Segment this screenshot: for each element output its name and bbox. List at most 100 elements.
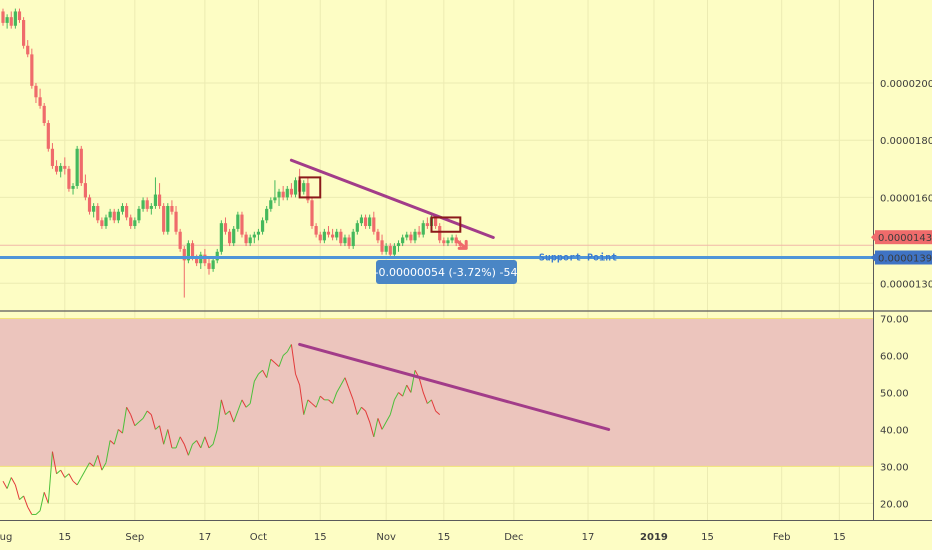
oscillator-panel[interactable] <box>0 318 873 515</box>
candle[interactable] <box>392 246 396 255</box>
candle[interactable] <box>137 208 141 221</box>
candle[interactable] <box>38 97 42 106</box>
candle[interactable] <box>116 211 120 221</box>
candle[interactable] <box>67 168 71 189</box>
candle[interactable] <box>104 217 108 227</box>
candle[interactable] <box>87 197 92 212</box>
candle[interactable] <box>450 237 454 241</box>
candle[interactable] <box>96 206 100 221</box>
candle[interactable] <box>120 206 125 212</box>
candle[interactable] <box>112 211 116 221</box>
candle[interactable] <box>285 188 289 198</box>
candle[interactable] <box>351 231 355 247</box>
candle[interactable] <box>1 11 5 23</box>
candle[interactable] <box>326 231 331 235</box>
candle[interactable] <box>421 223 425 235</box>
candle[interactable] <box>195 257 199 264</box>
candle[interactable] <box>145 200 149 209</box>
candle[interactable] <box>409 234 413 241</box>
candle[interactable] <box>207 263 211 269</box>
candle[interactable] <box>17 11 22 21</box>
price-panel[interactable]: Support Point -0.00000054 (-3.72%) -54 <box>0 8 873 298</box>
candle[interactable] <box>347 237 351 247</box>
candle[interactable] <box>92 206 96 212</box>
candle[interactable] <box>384 246 388 252</box>
candle[interactable] <box>425 223 429 227</box>
candle[interactable] <box>260 220 265 232</box>
candle[interactable] <box>355 223 359 232</box>
candle[interactable] <box>13 11 17 26</box>
candle[interactable] <box>30 54 34 86</box>
candle[interactable] <box>293 180 298 195</box>
candle[interactable] <box>401 237 405 244</box>
candle[interactable] <box>339 231 343 244</box>
candle[interactable] <box>273 197 277 201</box>
candle[interactable] <box>125 206 129 218</box>
candle[interactable] <box>335 231 339 238</box>
candle[interactable] <box>248 237 252 244</box>
candle[interactable] <box>46 123 50 149</box>
candle[interactable] <box>75 148 79 186</box>
candle[interactable] <box>54 165 59 172</box>
candle[interactable] <box>232 228 236 244</box>
candle[interactable] <box>281 191 285 198</box>
candle[interactable] <box>219 223 223 252</box>
candle[interactable] <box>359 217 364 224</box>
highlight-box[interactable] <box>430 216 462 233</box>
candle[interactable] <box>182 248 186 261</box>
candle[interactable] <box>331 234 335 238</box>
candle[interactable] <box>434 217 438 227</box>
candle[interactable] <box>269 200 273 209</box>
oscillator-trendline[interactable] <box>298 342 611 431</box>
candle[interactable] <box>405 234 409 238</box>
candle[interactable] <box>438 226 442 241</box>
candle[interactable] <box>149 206 153 209</box>
candle[interactable] <box>170 206 174 212</box>
candle[interactable] <box>289 188 293 195</box>
candle[interactable] <box>446 240 450 244</box>
candle[interactable] <box>157 194 162 206</box>
candle[interactable] <box>63 165 67 169</box>
candle[interactable] <box>9 17 13 26</box>
candle[interactable] <box>166 206 170 232</box>
candle[interactable] <box>244 234 248 244</box>
candle[interactable] <box>190 243 195 258</box>
candle[interactable] <box>153 194 158 206</box>
candle[interactable] <box>186 243 190 261</box>
candle[interactable] <box>228 231 232 244</box>
candle[interactable] <box>240 214 244 235</box>
candle[interactable] <box>380 240 384 252</box>
candle[interactable] <box>368 217 372 227</box>
candle[interactable] <box>223 223 228 232</box>
candle[interactable] <box>178 231 182 249</box>
candle[interactable] <box>174 211 178 232</box>
candle[interactable] <box>83 183 87 198</box>
candle[interactable] <box>256 231 261 235</box>
candle[interactable] <box>396 243 401 247</box>
candle[interactable] <box>59 165 63 172</box>
candle[interactable] <box>108 211 112 218</box>
candle[interactable] <box>376 231 380 241</box>
candle[interactable] <box>265 208 269 221</box>
candle[interactable] <box>413 231 417 241</box>
candle[interactable] <box>211 260 215 269</box>
candle[interactable] <box>162 206 166 232</box>
candle[interactable] <box>314 226 318 235</box>
candle[interactable] <box>34 85 38 98</box>
candle[interactable] <box>343 237 347 244</box>
candle[interactable] <box>388 246 392 255</box>
candle[interactable] <box>417 231 421 235</box>
candle[interactable] <box>42 105 46 124</box>
candle[interactable] <box>322 231 326 241</box>
candle[interactable] <box>318 234 322 241</box>
candle[interactable] <box>372 217 376 232</box>
candle[interactable] <box>71 185 75 189</box>
candle[interactable] <box>306 183 310 201</box>
candle[interactable] <box>26 45 30 55</box>
candle[interactable] <box>133 220 137 227</box>
candle[interactable] <box>5 17 9 23</box>
candle[interactable] <box>129 217 133 227</box>
candle[interactable] <box>442 240 446 244</box>
candle[interactable] <box>100 220 104 227</box>
